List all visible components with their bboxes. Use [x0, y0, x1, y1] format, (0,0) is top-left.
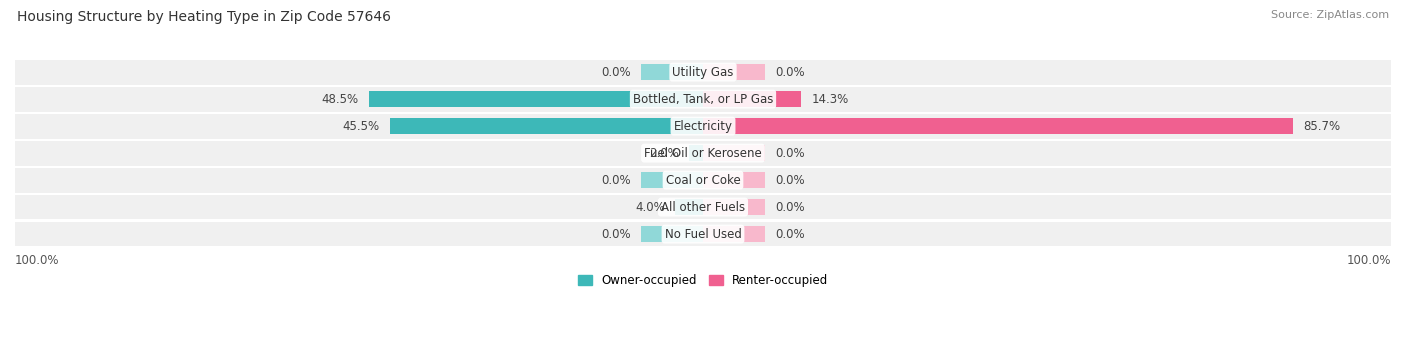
Text: 2.0%: 2.0% [650, 147, 679, 160]
Text: Housing Structure by Heating Type in Zip Code 57646: Housing Structure by Heating Type in Zip… [17, 10, 391, 24]
Text: 4.0%: 4.0% [636, 201, 665, 213]
Text: Electricity: Electricity [673, 120, 733, 133]
Text: 0.0%: 0.0% [602, 174, 631, 187]
Text: Coal or Coke: Coal or Coke [665, 174, 741, 187]
Bar [703, 118, 1292, 134]
Bar [703, 199, 765, 215]
Bar [703, 145, 765, 161]
Bar [675, 199, 703, 215]
Bar [15, 168, 1391, 193]
Text: Source: ZipAtlas.com: Source: ZipAtlas.com [1271, 10, 1389, 20]
Text: 100.0%: 100.0% [1347, 253, 1391, 267]
Text: Fuel Oil or Kerosene: Fuel Oil or Kerosene [644, 147, 762, 160]
Text: 0.0%: 0.0% [775, 227, 804, 240]
Text: Utility Gas: Utility Gas [672, 65, 734, 79]
Text: 0.0%: 0.0% [602, 65, 631, 79]
Text: 0.0%: 0.0% [602, 227, 631, 240]
Bar [370, 91, 703, 107]
Bar [703, 226, 765, 242]
Text: 45.5%: 45.5% [343, 120, 380, 133]
Bar [703, 64, 765, 80]
Text: 14.3%: 14.3% [811, 93, 849, 106]
Legend: Owner-occupied, Renter-occupied: Owner-occupied, Renter-occupied [578, 274, 828, 287]
Bar [689, 145, 703, 161]
Bar [15, 195, 1391, 220]
Text: No Fuel Used: No Fuel Used [665, 227, 741, 240]
Text: All other Fuels: All other Fuels [661, 201, 745, 213]
Bar [15, 114, 1391, 138]
Text: 85.7%: 85.7% [1303, 120, 1340, 133]
Bar [703, 91, 801, 107]
Bar [15, 222, 1391, 247]
Text: Bottled, Tank, or LP Gas: Bottled, Tank, or LP Gas [633, 93, 773, 106]
Text: 0.0%: 0.0% [775, 147, 804, 160]
Text: 0.0%: 0.0% [775, 174, 804, 187]
Text: 0.0%: 0.0% [775, 201, 804, 213]
Bar [15, 60, 1391, 85]
Text: 100.0%: 100.0% [15, 253, 59, 267]
Bar [15, 87, 1391, 112]
Bar [703, 172, 765, 188]
Text: 0.0%: 0.0% [775, 65, 804, 79]
Bar [389, 118, 703, 134]
Bar [641, 172, 703, 188]
Bar [15, 141, 1391, 165]
Bar [641, 64, 703, 80]
Text: 48.5%: 48.5% [322, 93, 359, 106]
Bar [641, 226, 703, 242]
